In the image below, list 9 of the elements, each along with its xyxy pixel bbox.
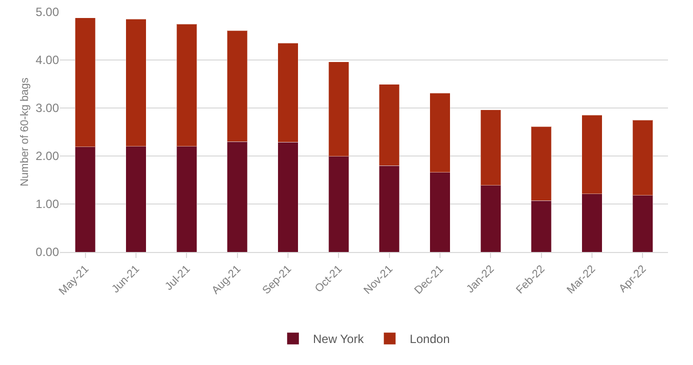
y-axis-title: Number of 60-kg bags bbox=[19, 77, 31, 186]
legend-label: New York bbox=[313, 332, 365, 346]
y-tick-label: 0.00 bbox=[36, 245, 60, 260]
y-tick-label: 1.00 bbox=[36, 197, 60, 212]
y-tick-label: 2.00 bbox=[36, 149, 60, 164]
y-tick-label: 5.00 bbox=[36, 5, 60, 20]
y-tick-label: 3.00 bbox=[36, 101, 60, 116]
y-tick-label: 4.00 bbox=[36, 53, 60, 68]
legend-label: London bbox=[410, 332, 450, 346]
